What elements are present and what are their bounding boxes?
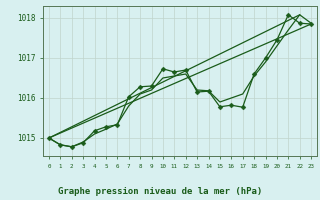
- Text: Graphe pression niveau de la mer (hPa): Graphe pression niveau de la mer (hPa): [58, 186, 262, 196]
